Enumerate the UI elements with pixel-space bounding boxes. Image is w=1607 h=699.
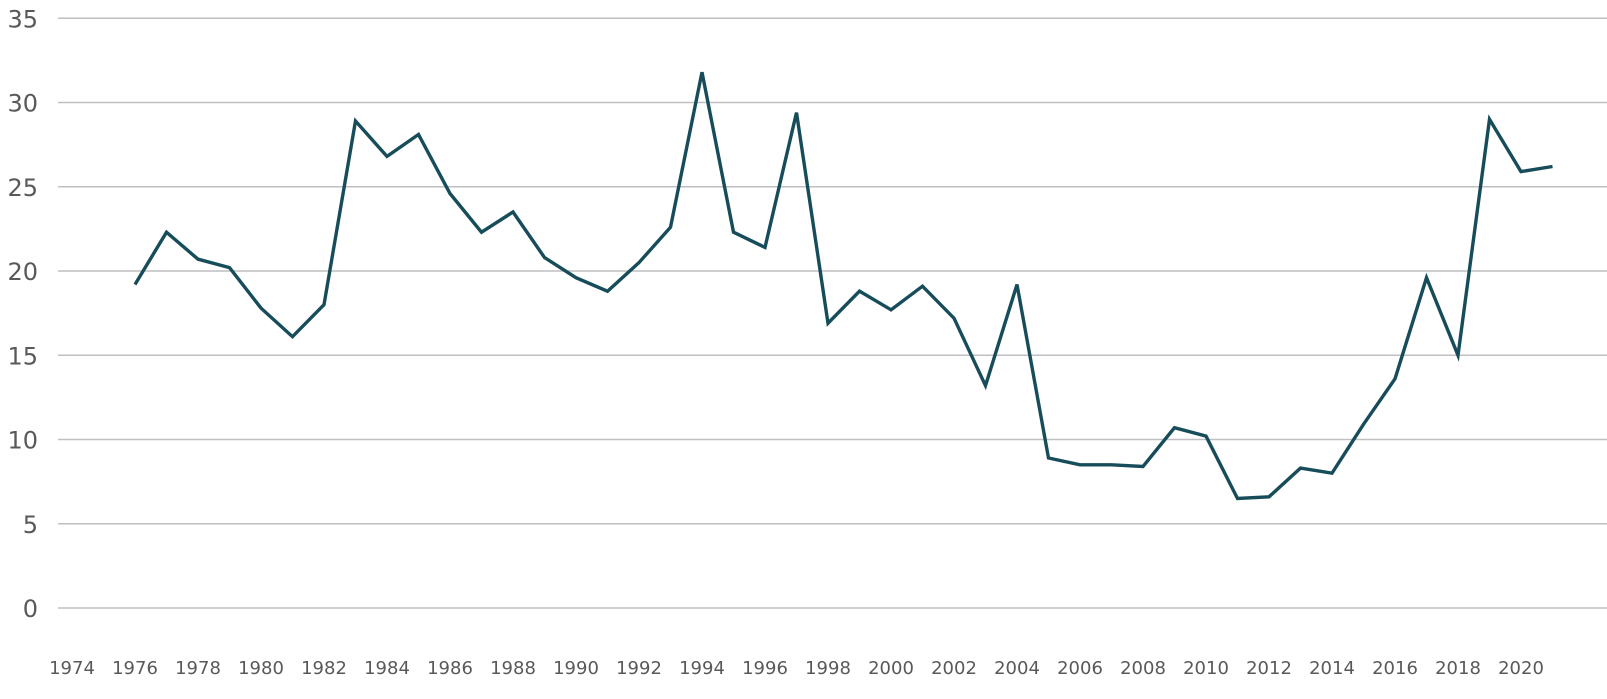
x-tick-label: 1992 — [616, 658, 662, 679]
x-tick-label: 1994 — [679, 658, 725, 679]
x-tick-label: 1976 — [112, 658, 158, 679]
x-tick-label: 2004 — [994, 658, 1040, 679]
x-tick-label: 1986 — [427, 658, 473, 679]
x-tick-label: 1998 — [805, 658, 851, 679]
x-axis-ticks: 1974 1976 1978 1980 1982 1984 1986 1988 1990 1992… — [49, 658, 1544, 679]
x-tick-label: 2020 — [1498, 658, 1544, 679]
x-tick-label: 1984 — [364, 658, 410, 679]
x-tick-label: 1988 — [490, 658, 536, 679]
x-tick-label: 2018 — [1435, 658, 1481, 679]
y-tick-label: 30 — [7, 90, 38, 118]
x-tick-label: 1990 — [553, 658, 599, 679]
x-tick-label: 2016 — [1372, 658, 1418, 679]
y-tick-label: 25 — [7, 174, 38, 202]
x-tick-label: 1974 — [49, 658, 95, 679]
y-tick-label: 5 — [23, 511, 38, 539]
x-tick-label: 2002 — [931, 658, 977, 679]
x-tick-label: 1996 — [742, 658, 788, 679]
x-tick-label: 1978 — [175, 658, 221, 679]
y-tick-label: 20 — [7, 258, 38, 286]
y-tick-label: 15 — [7, 342, 38, 370]
y-tick-label: 35 — [7, 5, 38, 33]
x-tick-label: 2008 — [1120, 658, 1166, 679]
y-tick-label: 0 — [23, 595, 38, 623]
y-tick-label: 10 — [7, 427, 38, 455]
x-tick-label: 2014 — [1309, 658, 1355, 679]
x-tick-label: 2012 — [1246, 658, 1292, 679]
gridlines — [58, 17, 1607, 609]
x-tick-label: 2000 — [868, 658, 914, 679]
data-series-line — [133, 71, 1553, 501]
x-tick-label: 2010 — [1183, 658, 1229, 679]
x-tick-label: 1980 — [238, 658, 284, 679]
x-tick-label: 1982 — [301, 658, 347, 679]
x-tick-label: 2006 — [1057, 658, 1103, 679]
y-axis-ticks: 0 5 10 15 20 25 30 35 — [7, 5, 38, 623]
